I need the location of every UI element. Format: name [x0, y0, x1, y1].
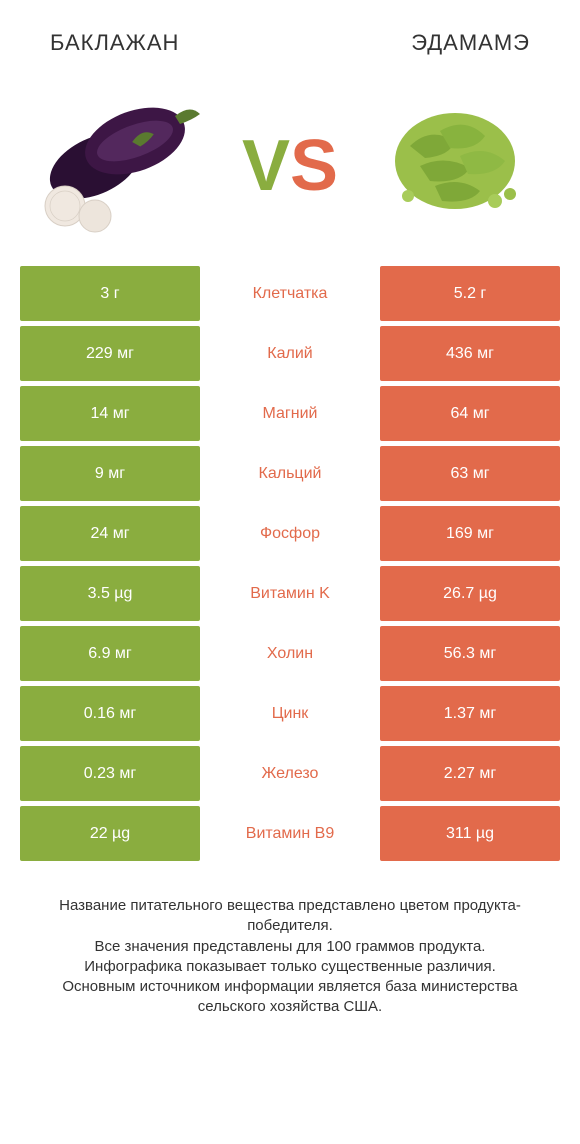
eggplant-image [40, 86, 210, 236]
nutrition-table: 3 гКлетчатка5.2 г229 мгКалий436 мг14 мгМ… [0, 266, 580, 861]
header-row: БАКЛАЖАН ЭДАМАМЭ [0, 0, 580, 66]
images-row: VS [0, 66, 580, 266]
left-value-cell: 3.5 µg [20, 566, 200, 621]
nutrition-row: 14 мгМагний64 мг [20, 386, 560, 441]
nutrition-row: 6.9 мгХолин56.3 мг [20, 626, 560, 681]
nutrient-label: Фосфор [200, 506, 380, 561]
right-value-cell: 1.37 мг [380, 686, 560, 741]
nutrition-row: 0.23 мгЖелезо2.27 мг [20, 746, 560, 801]
nutrient-label: Цинк [200, 686, 380, 741]
nutrition-row: 0.16 мгЦинк1.37 мг [20, 686, 560, 741]
right-value-cell: 26.7 µg [380, 566, 560, 621]
footer-notes: Название питательного вещества представл… [0, 866, 580, 1018]
left-value-cell: 3 г [20, 266, 200, 321]
right-value-cell: 311 µg [380, 806, 560, 861]
footer-line-3: Инфографика показывает только существенн… [40, 957, 540, 977]
nutrient-label: Холин [200, 626, 380, 681]
right-value-cell: 64 мг [380, 386, 560, 441]
nutrition-row: 3.5 µgВитамин K26.7 µg [20, 566, 560, 621]
footer-line-4: Основным источником информации является … [40, 977, 540, 1018]
nutrient-label: Железо [200, 746, 380, 801]
nutrient-label: Кальций [200, 446, 380, 501]
nutrient-label: Витамин K [200, 566, 380, 621]
left-value-cell: 0.23 мг [20, 746, 200, 801]
right-value-cell: 2.27 мг [380, 746, 560, 801]
left-value-cell: 229 мг [20, 326, 200, 381]
nutrient-label: Магний [200, 386, 380, 441]
vs-label: VS [242, 125, 338, 207]
right-value-cell: 436 мг [380, 326, 560, 381]
right-value-cell: 169 мг [380, 506, 560, 561]
right-value-cell: 63 мг [380, 446, 560, 501]
left-value-cell: 14 мг [20, 386, 200, 441]
vs-v: V [242, 125, 290, 207]
nutrient-label: Витамин B9 [200, 806, 380, 861]
left-value-cell: 6.9 мг [20, 626, 200, 681]
nutrition-row: 9 мгКальций63 мг [20, 446, 560, 501]
nutrition-row: 3 гКлетчатка5.2 г [20, 266, 560, 321]
footer-line-2: Все значения представлены для 100 граммо… [40, 937, 540, 957]
nutrition-row: 229 мгКалий436 мг [20, 326, 560, 381]
edamame-image [370, 86, 540, 236]
right-value-cell: 5.2 г [380, 266, 560, 321]
left-value-cell: 9 мг [20, 446, 200, 501]
nutrient-label: Клетчатка [200, 266, 380, 321]
left-value-cell: 22 µg [20, 806, 200, 861]
vs-s: S [290, 125, 338, 207]
nutrition-row: 24 мгФосфор169 мг [20, 506, 560, 561]
footer-line-1: Название питательного вещества представл… [40, 896, 540, 937]
right-food-title: ЭДАМАМЭ [411, 30, 530, 56]
right-value-cell: 56.3 мг [380, 626, 560, 681]
left-food-title: БАКЛАЖАН [50, 30, 179, 56]
left-value-cell: 24 мг [20, 506, 200, 561]
left-value-cell: 0.16 мг [20, 686, 200, 741]
nutrition-row: 22 µgВитамин B9311 µg [20, 806, 560, 861]
nutrient-label: Калий [200, 326, 380, 381]
